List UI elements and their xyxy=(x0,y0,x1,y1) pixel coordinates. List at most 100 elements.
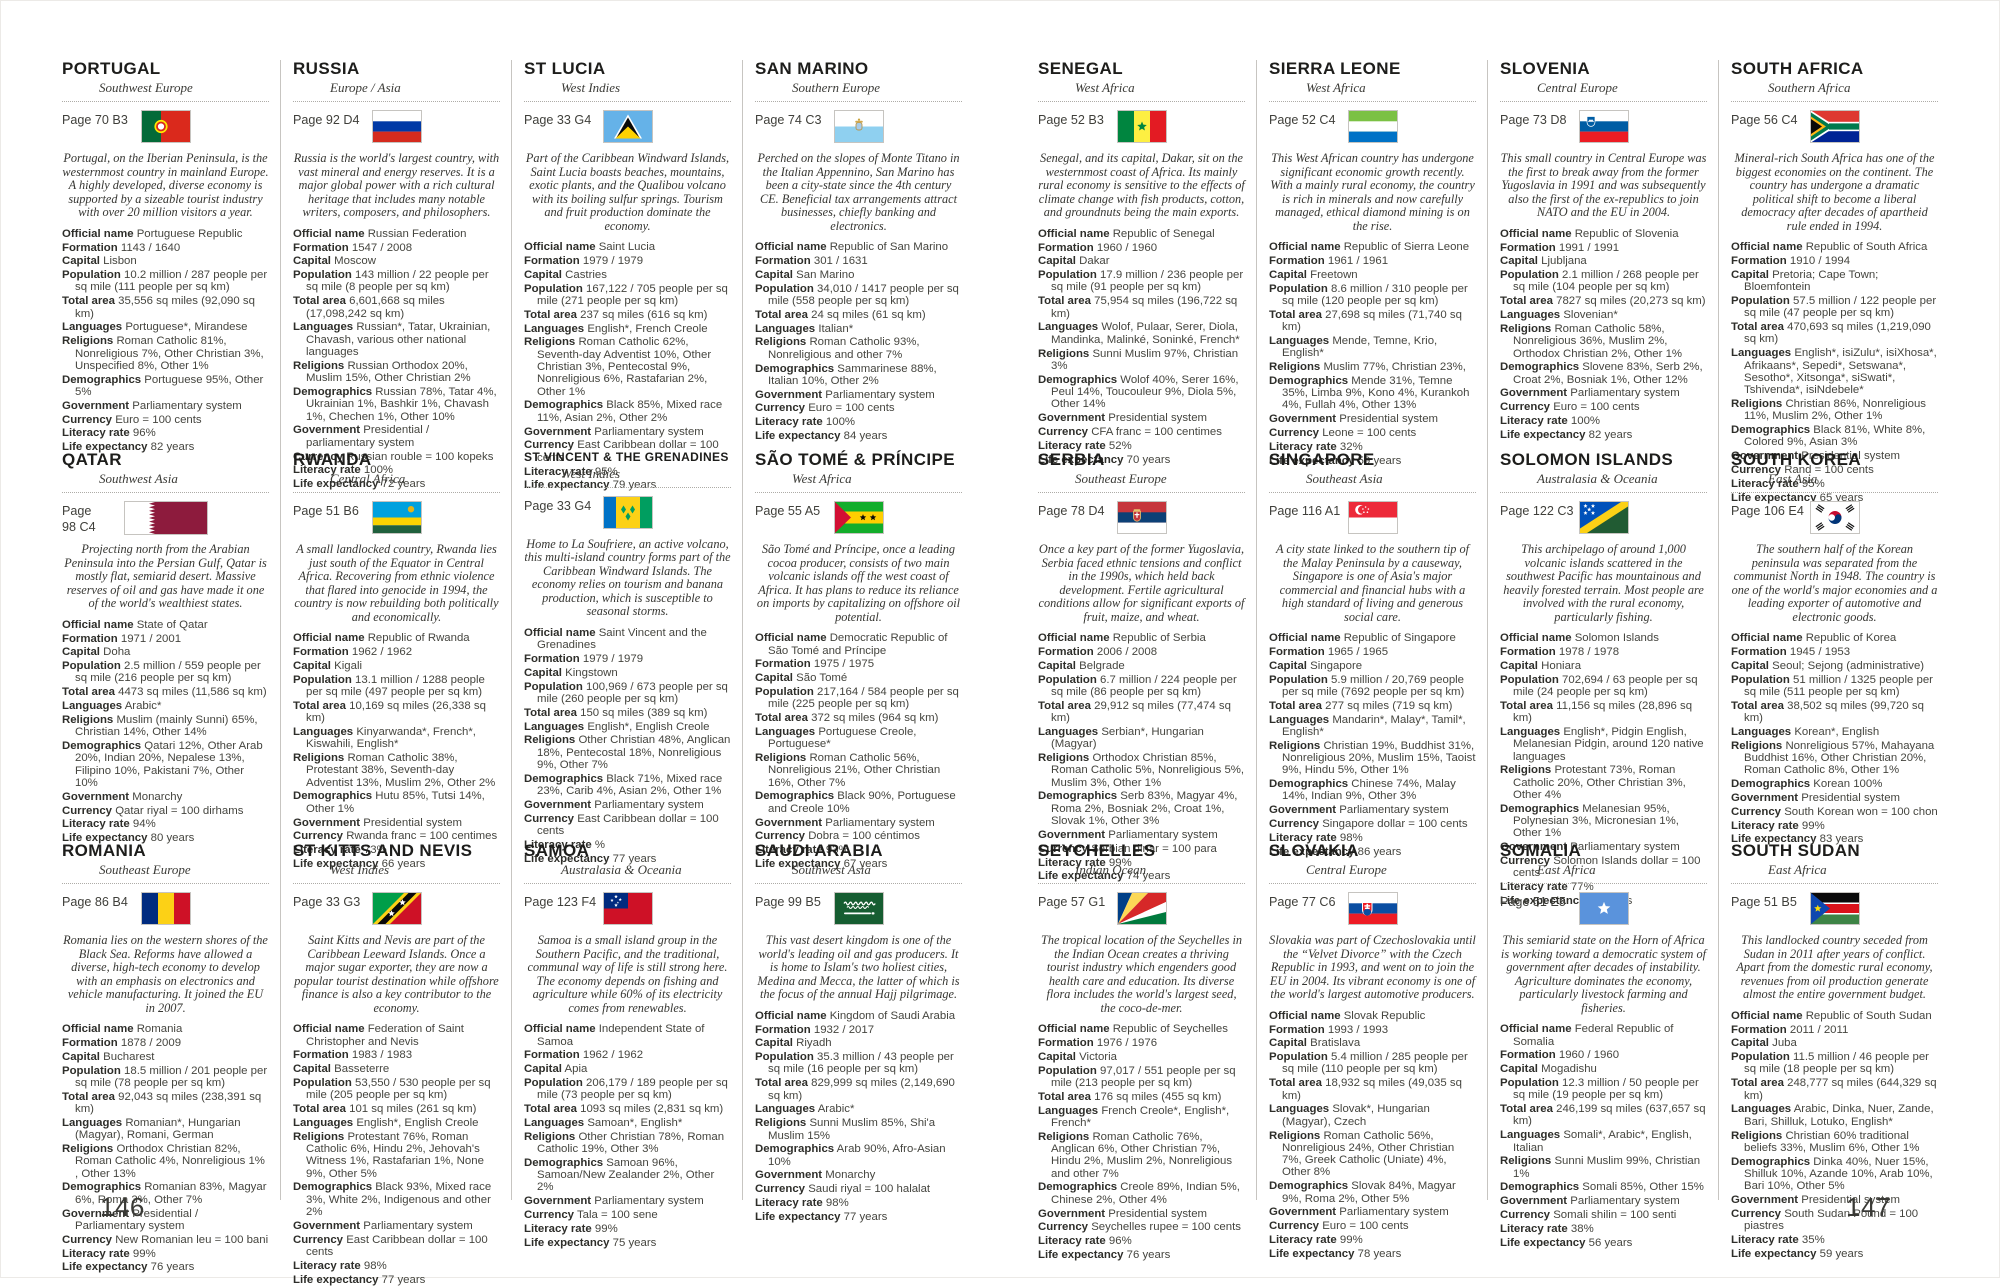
flag-qatar-icon xyxy=(123,501,208,536)
stat-capital: Capital Lisbon xyxy=(62,255,269,267)
map-page-reference: Page 51 E5 xyxy=(1500,895,1566,910)
stat-label: Formation xyxy=(755,1023,811,1036)
flag-solomon-islands-icon xyxy=(1578,501,1629,535)
country-region: Central Europe xyxy=(1306,861,1387,877)
stat-label: Languages xyxy=(524,322,585,335)
stat-religions: Religions Protestant 76%, Roman Catholic… xyxy=(293,1131,500,1180)
stat-life-expectancy: Life expectancy 76 years xyxy=(62,1261,269,1273)
stat-value: 7827 sq miles (20,273 sq km) xyxy=(1556,295,1706,308)
country-name: SINGAPORE xyxy=(1269,450,1375,469)
stat-value: Roman Catholic 93%, Nonreligious and oth… xyxy=(768,336,920,361)
stat-value: Samoan 96%, Samoan/New Zealander 2%, Oth… xyxy=(537,1156,715,1194)
stat-label: Total area xyxy=(1500,1103,1553,1116)
stat-label: Official name xyxy=(62,618,134,631)
stat-label: Government xyxy=(1038,412,1106,425)
country-description: Home to La Soufriere, an active volcano,… xyxy=(524,536,731,619)
stat-life-expectancy: Life expectancy 66 years xyxy=(293,858,500,870)
stat-label: Literacy rate xyxy=(1269,831,1337,844)
stat-label: Currency xyxy=(1500,1209,1551,1222)
stat-total-area: Total area 246,199 sq miles (637,657 sq … xyxy=(1500,1103,1707,1128)
stat-languages: Languages English*, French Creole xyxy=(524,323,731,335)
stat-official-name: Official name Kingdom of Saudi Arabia xyxy=(755,1010,962,1022)
country-stats: Official name Solomon Islands Formation 1… xyxy=(1500,632,1707,907)
stat-value: Sunni Muslim 85%, Shi'a Muslim 15% xyxy=(768,1117,936,1142)
stat-value: Mende, Temne, Krio, English* xyxy=(1282,334,1438,360)
stat-value: 1979 / 1979 xyxy=(582,255,644,268)
stat-value: Basseterre xyxy=(334,1063,390,1076)
stat-formation: Formation 1975 / 1975 xyxy=(755,658,962,670)
stat-formation: Formation 1932 / 2017 xyxy=(755,1024,962,1036)
stat-label: Languages xyxy=(1269,713,1330,726)
stat-label: Demographics xyxy=(1500,1181,1580,1194)
country-panel-portugal: PORTUGAL Southwest Europe Page 70 B3 Por… xyxy=(62,56,269,453)
panel-meta: Page 55 A5 xyxy=(755,501,962,543)
stat-value: 248,777 sq miles (644,329 sq km) xyxy=(1744,1077,1937,1102)
stat-government: Government Presidential system xyxy=(1731,450,1938,462)
stat-value: 99% xyxy=(132,1247,156,1260)
stat-religions: Religions Nonreligious 57%, Mahayana Bud… xyxy=(1731,740,1938,777)
stat-value: 76 years xyxy=(1126,1249,1171,1262)
stat-value: 101 sq miles (261 sq km) xyxy=(349,1103,477,1116)
stat-label: Currency xyxy=(293,830,344,843)
dotted-rule xyxy=(755,882,962,885)
stat-label: Population xyxy=(1731,294,1790,307)
dotted-rule xyxy=(293,100,500,103)
stat-currency: Currency Euro = 100 cents xyxy=(1269,1220,1476,1232)
stat-label: Formation xyxy=(1269,255,1325,268)
stat-literacy-rate: Literacy rate 32% xyxy=(1269,441,1476,453)
stat-currency: Currency East Caribbean dollar = 100 cen… xyxy=(293,1234,500,1259)
stat-value: 217,164 / 584 people per sq mile (225 pe… xyxy=(768,685,959,711)
stat-value: Somali shilin = 100 senti xyxy=(1553,1209,1677,1222)
stat-currency: Currency Serbian dinar = 100 para xyxy=(1038,843,1245,855)
dotted-rule xyxy=(62,491,269,494)
country-description: Saint Kitts and Nevis are part of the Ca… xyxy=(294,933,499,1015)
stat-total-area: Total area 277 sq miles (719 sq km) xyxy=(1269,700,1476,712)
stat-literacy-rate: Literacy rate 100% xyxy=(293,464,500,476)
dotted-rule xyxy=(1269,882,1476,885)
stat-label: Official name xyxy=(1038,1023,1110,1036)
stat-label: Government xyxy=(755,816,823,829)
stat-label: Formation xyxy=(62,1037,118,1050)
stat-label: Population xyxy=(1500,1076,1559,1089)
country-stats: Official name Saint Lucia Formation 1979 … xyxy=(524,241,731,491)
stat-value: 246,199 sq miles (637,657 sq km) xyxy=(1513,1103,1706,1128)
stat-label: Demographics xyxy=(755,362,835,375)
country-region: Central Europe xyxy=(1537,79,1618,95)
stat-languages: Languages Mandarin*, Malay*, Tamil*, Eng… xyxy=(1269,714,1476,739)
stat-label: Official name xyxy=(1269,241,1341,254)
stat-label: Literacy rate xyxy=(62,1247,130,1260)
stat-value: Tala = 100 sene xyxy=(576,1209,658,1222)
stat-value: 75 years xyxy=(612,1236,657,1249)
stat-demographics: Demographics Black 81%, White 8%, Colore… xyxy=(1731,424,1938,449)
stat-value: 1932 / 2017 xyxy=(813,1023,875,1036)
panel-meta: Page 51 E5 xyxy=(1500,892,1707,934)
stat-value: 1991 / 1991 xyxy=(1558,241,1620,254)
stat-label: Capital xyxy=(293,1063,331,1076)
panel-meta: Page 33 G4 xyxy=(524,495,731,538)
country-region: Australasia & Oceania xyxy=(1537,470,1658,486)
country-stats: Official name Republic of Slovenia Format… xyxy=(1500,228,1707,442)
stat-government: Government Presidential system xyxy=(1731,792,1938,804)
stat-label: Official name xyxy=(62,227,134,240)
stat-label: Demographics xyxy=(1269,1180,1349,1193)
stat-value: 35% xyxy=(1801,1234,1825,1247)
stat-value: 78 years xyxy=(1357,1247,1402,1260)
panel-meta: Page 51 B6 xyxy=(293,501,500,543)
stat-population: Population 2.5 million / 559 people per … xyxy=(62,660,269,685)
stat-capital: Capital Victoria xyxy=(1038,1051,1245,1063)
stat-official-name: Official name Republic of Serbia xyxy=(1038,632,1245,644)
flag-south-korea-icon xyxy=(1809,501,1860,535)
stat-label: Religions xyxy=(1269,1129,1321,1142)
stat-label: Life expectancy xyxy=(524,479,610,492)
country-description: This small country in Central Europe was… xyxy=(1500,151,1707,220)
stat-label: Government xyxy=(1038,828,1106,841)
stat-label: Demographics xyxy=(755,790,835,803)
dotted-rule xyxy=(293,491,500,494)
stat-label: Life expectancy xyxy=(293,478,379,491)
stat-capital: Capital Mogadishu xyxy=(1500,1063,1707,1075)
country-description: Once a key part of the former Yugoslavia… xyxy=(1038,542,1245,624)
stat-life-expectancy: Life expectancy 80 years xyxy=(62,832,269,844)
stat-value: Euro = 100 cents xyxy=(1553,401,1640,414)
panel-meta: Page 106 E4 xyxy=(1731,501,1938,543)
stat-value: 34,010 / 1417 people per sq mile (558 pe… xyxy=(768,282,959,307)
